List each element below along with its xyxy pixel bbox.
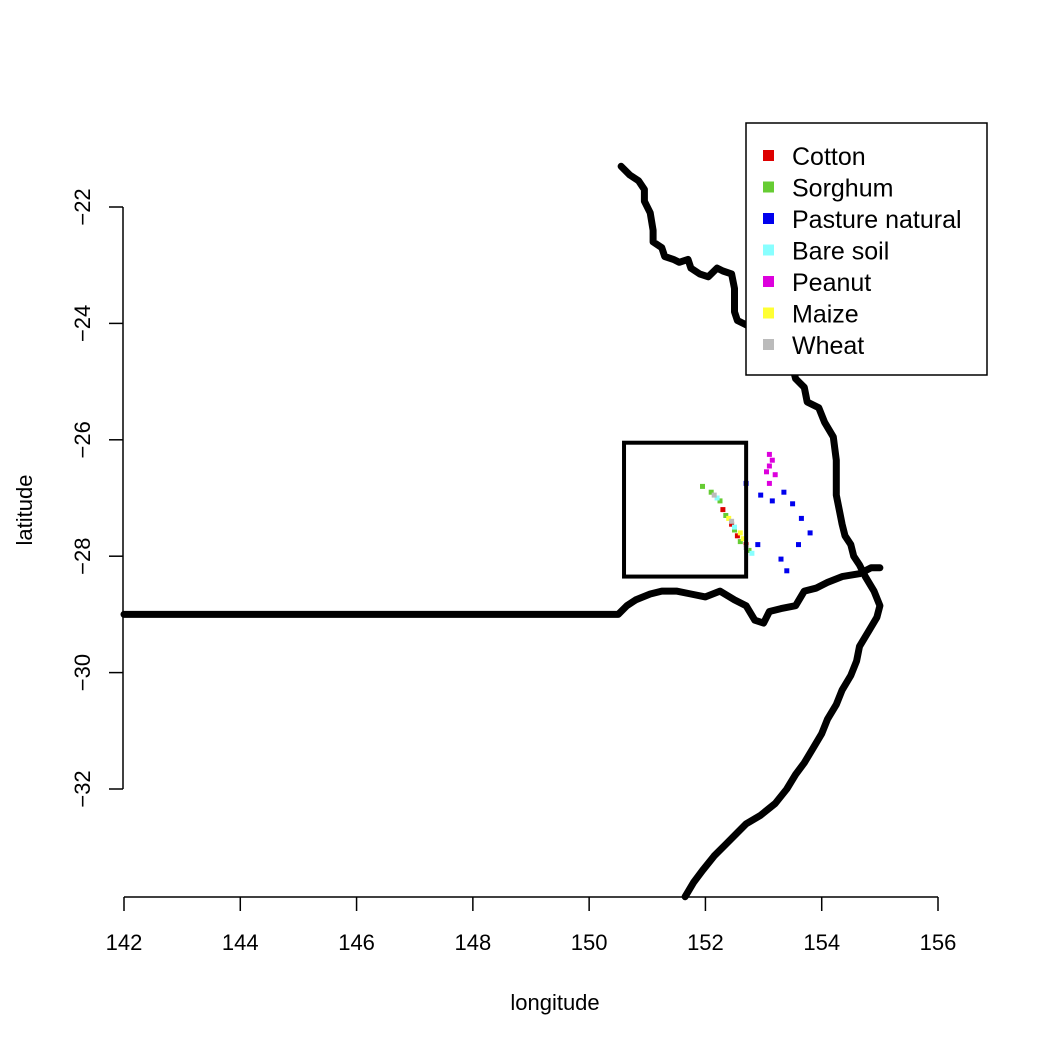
land-use-point xyxy=(758,492,764,498)
land-use-point xyxy=(798,515,804,521)
y-tick-label: −24 xyxy=(70,305,95,342)
y-axis-label: latitude xyxy=(12,475,37,546)
state-border-line xyxy=(120,564,884,627)
land-use-points xyxy=(700,451,813,574)
y-tick-label: −26 xyxy=(70,421,95,458)
x-tick-label: 154 xyxy=(803,930,840,955)
land-use-point xyxy=(766,463,772,469)
legend-swatch xyxy=(763,307,774,319)
legend-label: Cotton xyxy=(792,143,866,171)
land-use-point xyxy=(729,518,735,524)
land-use-point xyxy=(790,501,796,507)
land-use-point xyxy=(755,542,761,548)
legend-swatch xyxy=(763,181,774,193)
land-use-point xyxy=(700,483,705,489)
land-use-point xyxy=(720,507,726,513)
land-use-point xyxy=(714,495,720,501)
legend-label: Peanut xyxy=(792,269,871,297)
y-axis: −22 −24 −26 −28 −30 −32 xyxy=(70,188,124,808)
land-use-point xyxy=(746,547,752,553)
land-use-point xyxy=(726,515,732,521)
land-use-point xyxy=(737,530,743,536)
study-area-box xyxy=(622,440,749,579)
legend-label: Wheat xyxy=(792,332,864,360)
boundary-lines xyxy=(120,162,884,901)
x-tick-label: 150 xyxy=(571,930,608,955)
x-tick-label: 148 xyxy=(454,930,491,955)
legend-label: Bare soil xyxy=(792,238,889,266)
x-tick-label: 142 xyxy=(106,930,143,955)
x-tick-label: 152 xyxy=(687,930,724,955)
land-use-point xyxy=(796,542,801,548)
land-use-point xyxy=(764,469,769,475)
legend-swatch xyxy=(763,244,774,256)
legend-label: Sorghum xyxy=(792,175,893,203)
land-use-point xyxy=(717,498,723,504)
land-use-point xyxy=(769,498,775,504)
land-use-point xyxy=(766,480,772,486)
land-use-point xyxy=(778,556,784,562)
legend-box xyxy=(745,122,988,376)
land-use-point xyxy=(732,524,737,530)
legend-swatch xyxy=(763,213,774,224)
land-use-point xyxy=(769,457,775,463)
land-use-point xyxy=(734,533,740,539)
x-axis-label: longitude xyxy=(510,990,599,1015)
legend-swatch xyxy=(763,276,774,287)
land-use-point xyxy=(708,489,714,495)
y-tick-label: −22 xyxy=(70,188,95,225)
land-use-point xyxy=(723,513,729,518)
legend-swatch xyxy=(763,150,774,161)
x-tick-label: 146 xyxy=(338,930,375,955)
x-axis: 142 144 146 148 150 152 154 156 xyxy=(106,896,957,955)
land-use-point xyxy=(781,489,787,495)
land-use-point xyxy=(711,492,717,498)
y-tick-label: −28 xyxy=(70,538,95,575)
land-use-point xyxy=(749,550,755,556)
land-use-point xyxy=(740,536,746,542)
land-use-point xyxy=(737,539,743,545)
legend: Cotton Sorghum Pasture natural Bare soil Pea… xyxy=(745,122,988,376)
land-use-point xyxy=(732,527,737,533)
land-use-point xyxy=(784,568,790,574)
land-use-point xyxy=(729,521,735,527)
y-tick-label: −30 xyxy=(70,654,95,691)
coastline-line xyxy=(617,162,884,901)
legend-label: Pasture natural xyxy=(792,206,962,234)
land-use-point xyxy=(772,472,778,478)
land-use-point xyxy=(766,451,772,457)
legend-label: Maize xyxy=(792,301,859,329)
y-tick-label: −32 xyxy=(70,770,95,807)
x-tick-label: 156 xyxy=(920,930,957,955)
x-tick-label: 144 xyxy=(222,930,259,955)
land-use-point xyxy=(807,530,813,536)
legend-swatch xyxy=(763,339,774,350)
